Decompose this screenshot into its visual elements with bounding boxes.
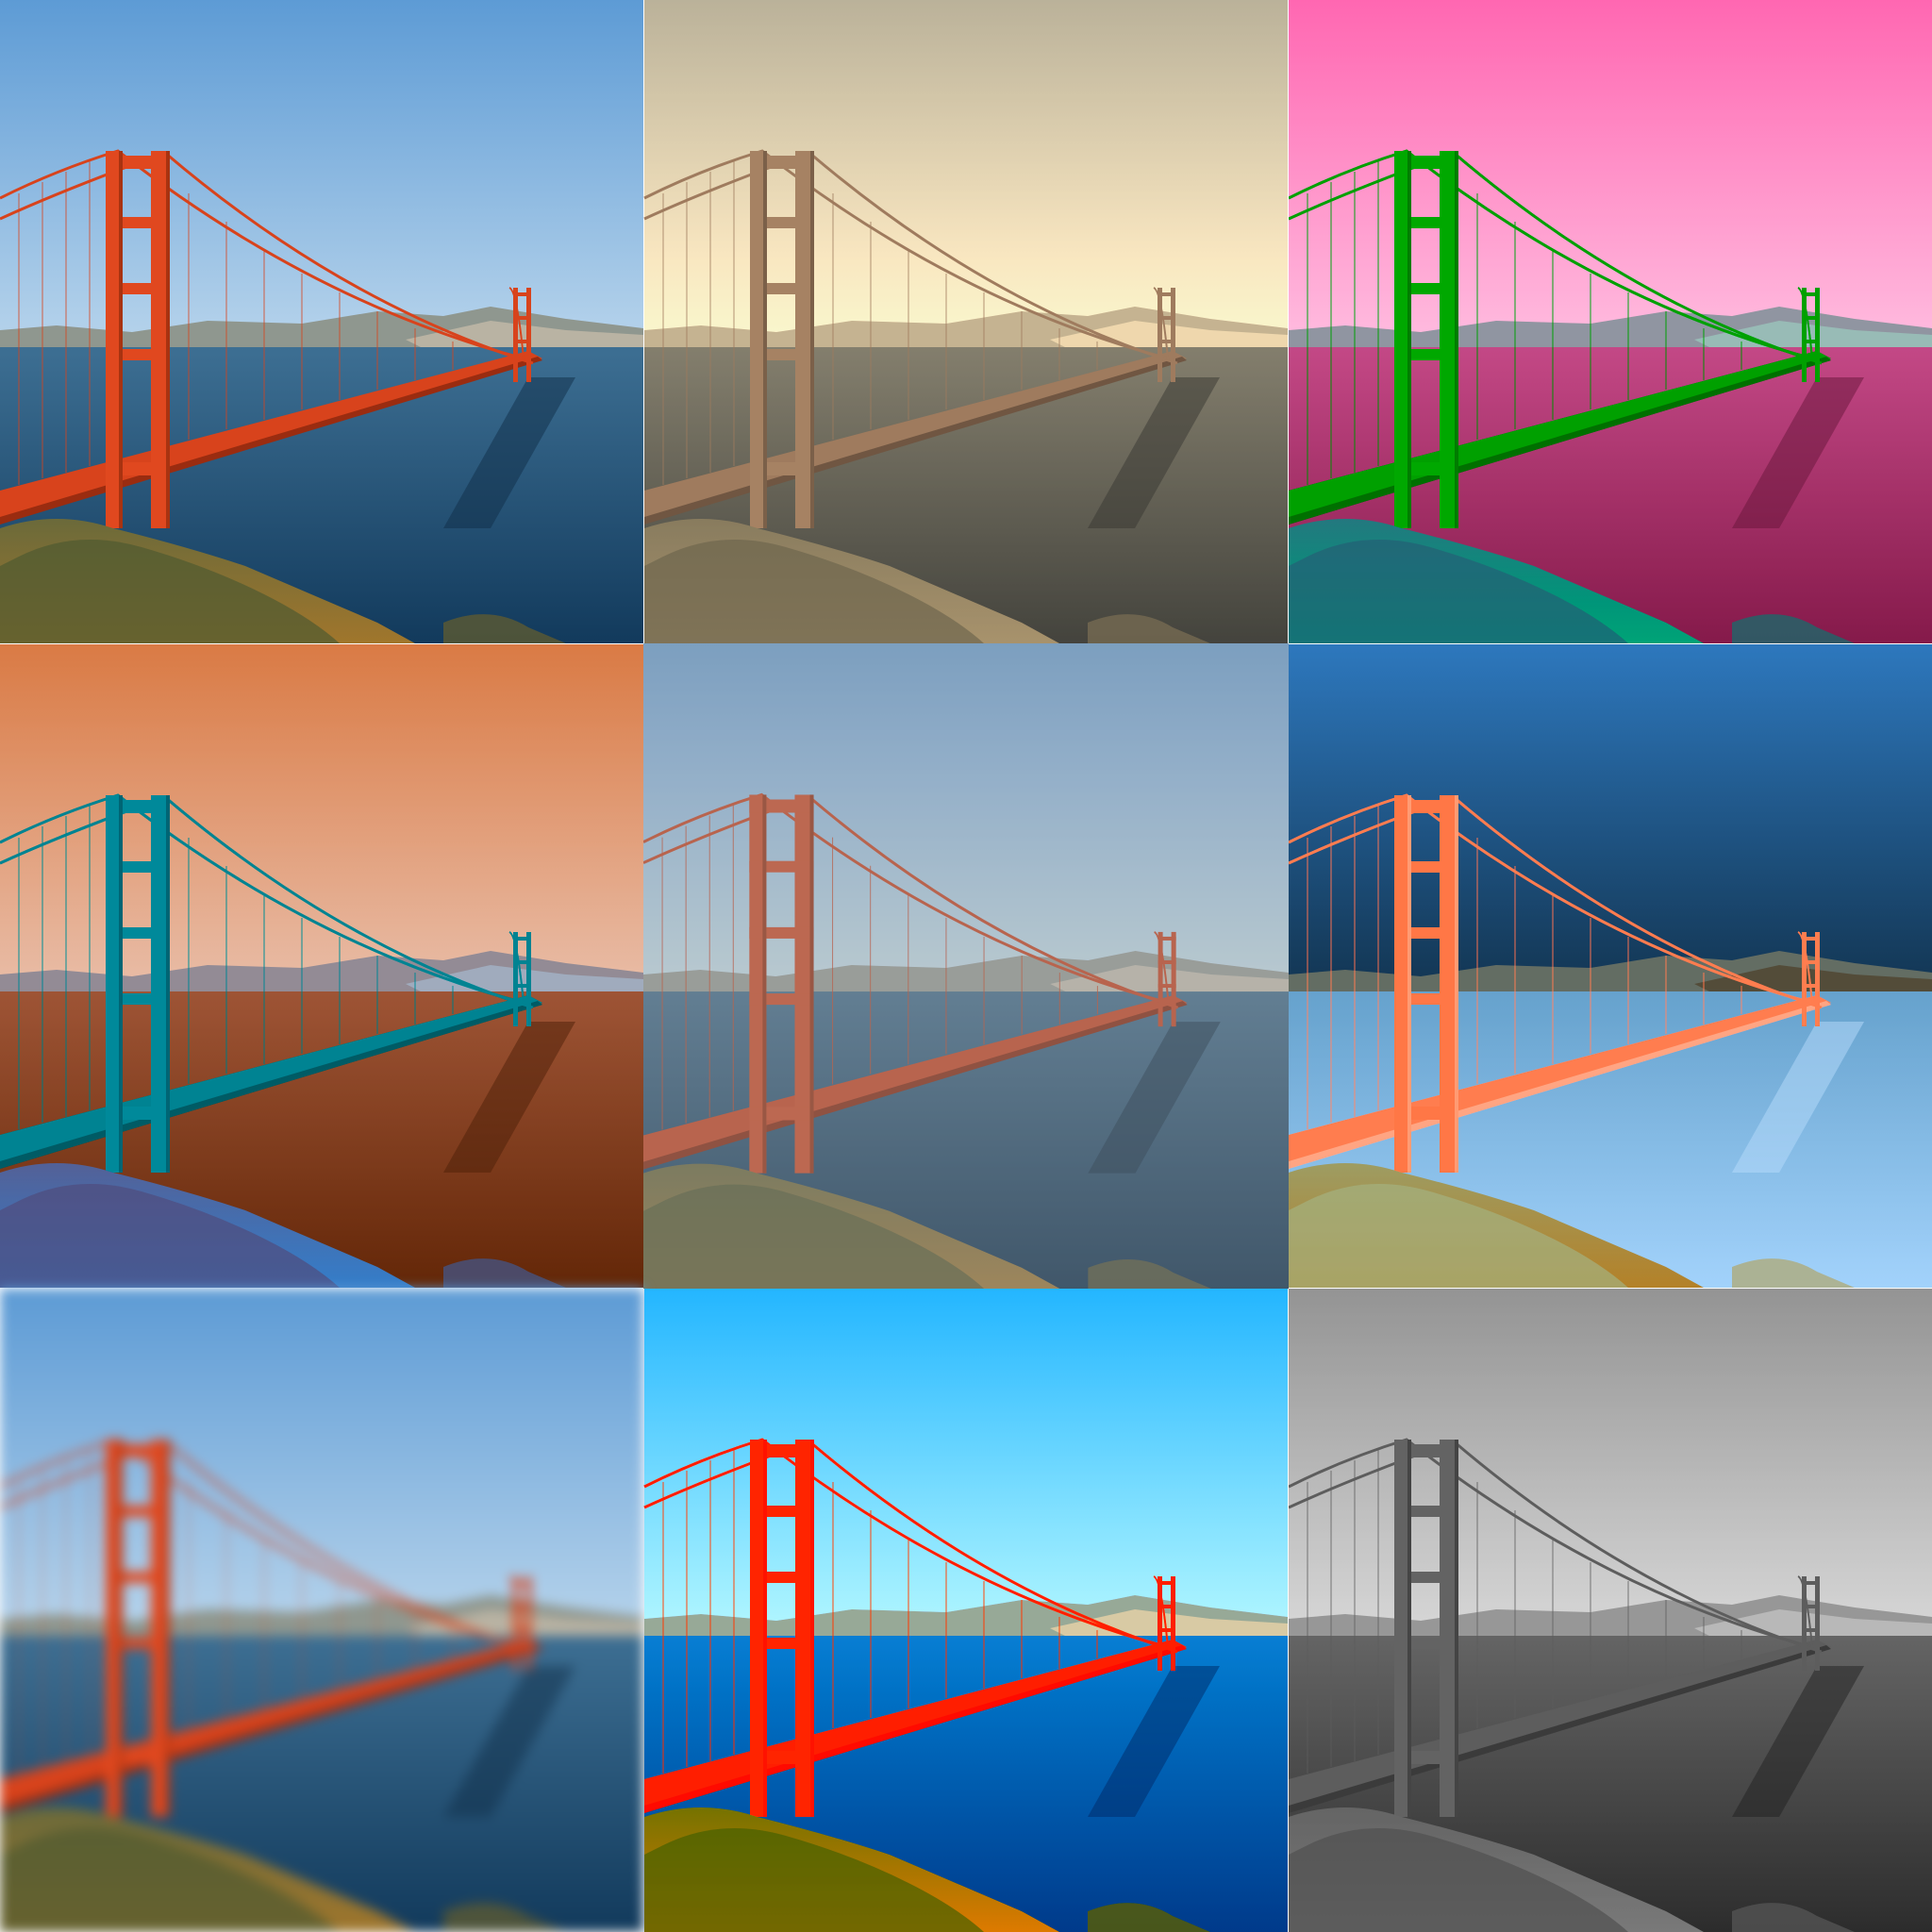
bridge-photo	[1289, 1289, 1932, 1932]
tile-faded	[643, 643, 1289, 1289]
tile-grayscale	[1289, 1289, 1932, 1932]
tile-original	[0, 0, 643, 643]
bridge-photo	[643, 643, 1289, 1289]
tile-inverted	[1289, 643, 1932, 1289]
bridge-photo	[1289, 0, 1932, 643]
tile-green-purple	[1289, 0, 1932, 643]
tile-warm-teal	[0, 643, 643, 1289]
tile-sepia	[643, 0, 1289, 643]
bridge-photo	[0, 1289, 643, 1932]
bridge-photo	[1289, 643, 1932, 1289]
bridge-photo	[0, 0, 643, 643]
bridge-photo	[643, 0, 1289, 643]
bridge-photo	[643, 1289, 1289, 1932]
tile-vivid	[643, 1289, 1289, 1932]
tile-blurred	[0, 1289, 643, 1932]
bridge-photo	[0, 643, 643, 1289]
